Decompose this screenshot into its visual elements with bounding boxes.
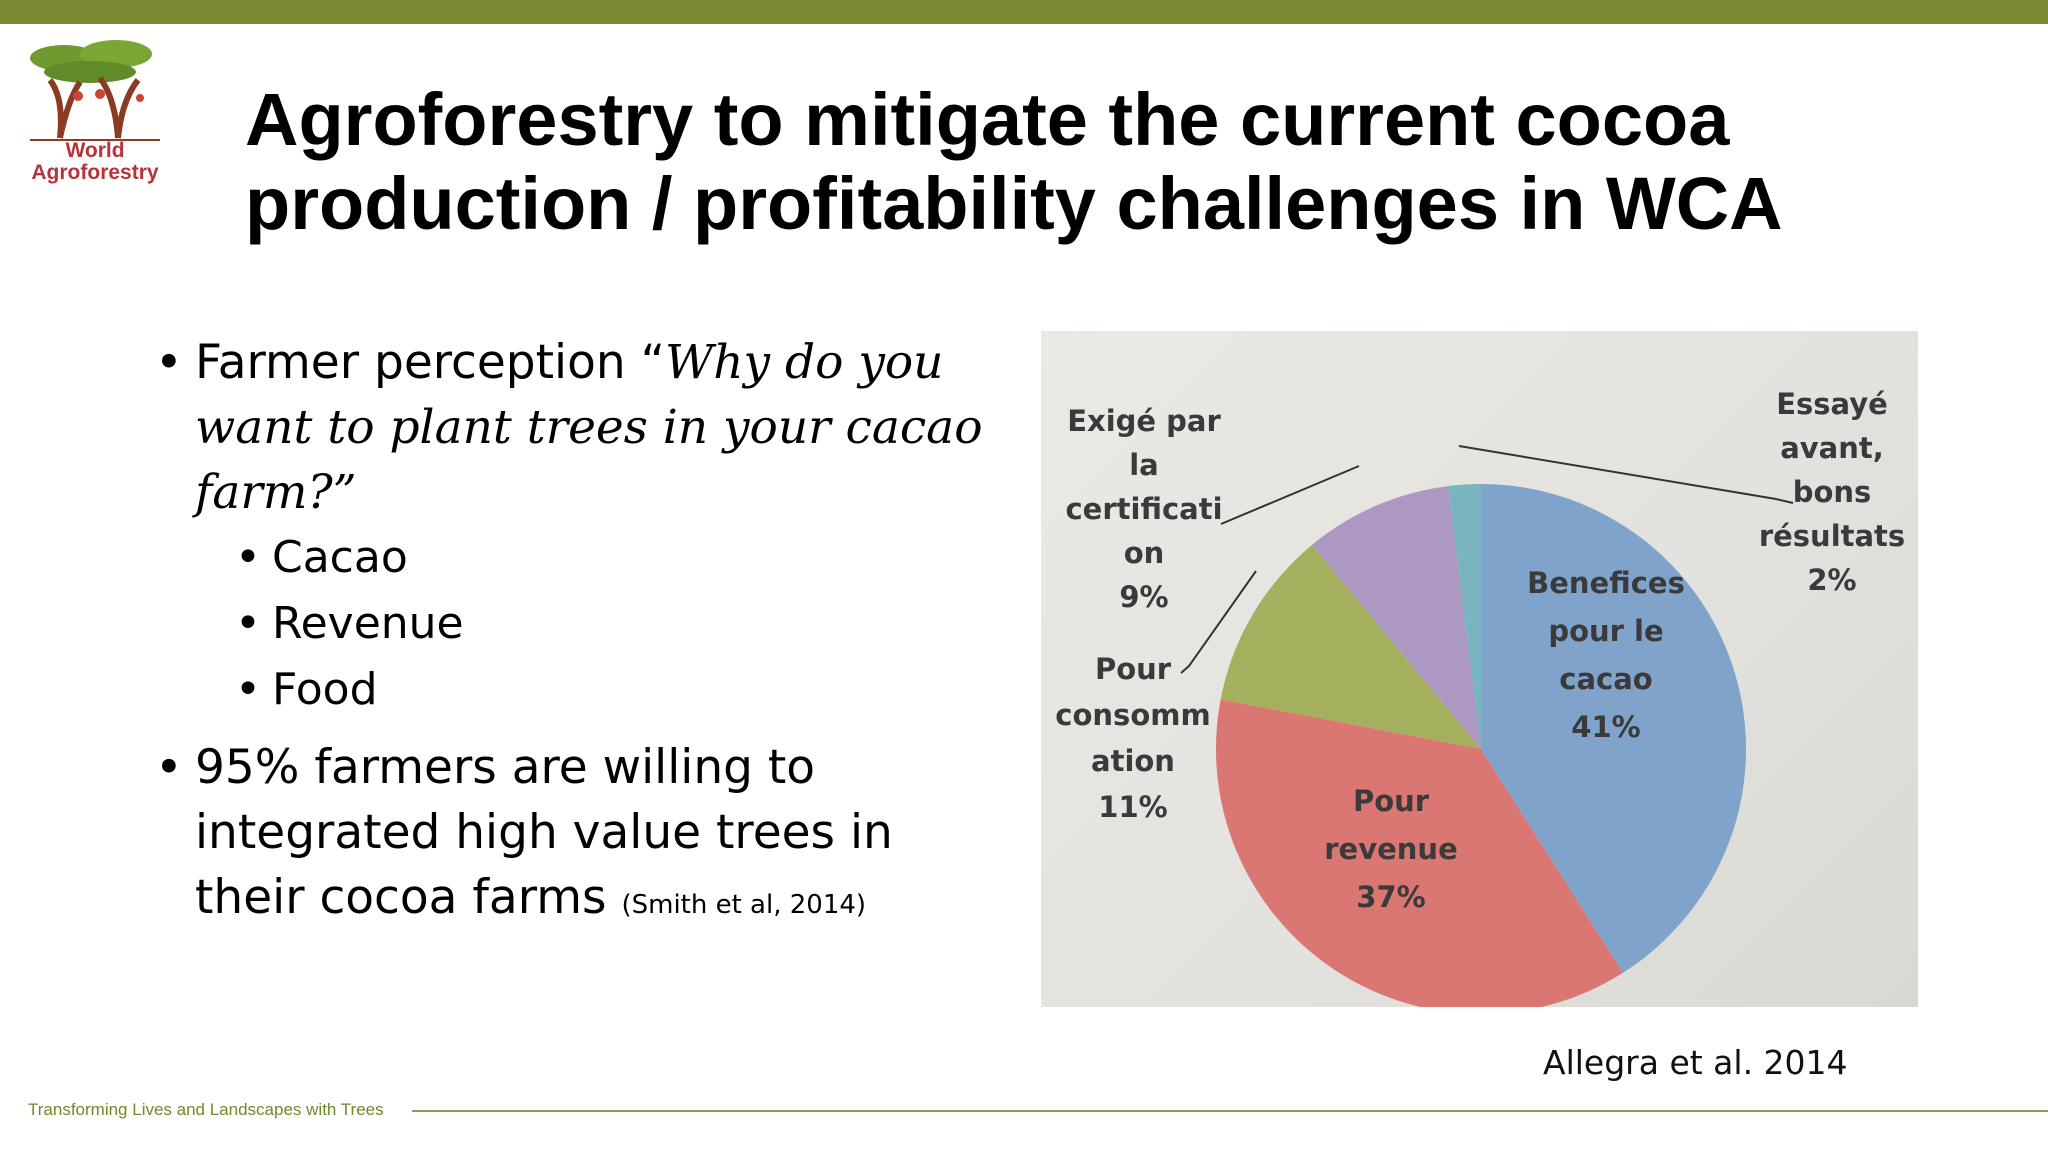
bullet-quote-end: ” (332, 465, 357, 520)
slice-label-2: Pour consomm ation 11% (1055, 652, 1210, 824)
bullet-dot: • (155, 335, 183, 390)
chart-source: Allegra et al. 2014 (1543, 1043, 1848, 1082)
slice-label-0: Benefices pour le cacao 41% (1527, 566, 1685, 744)
sub-bullet-cacao: • Cacao (235, 532, 408, 583)
top-accent-bar (0, 0, 2048, 24)
bullet-citation: (Smith et al, 2014) (621, 890, 867, 920)
pie-slice-1 (1216, 699, 1623, 1015)
slice-label-3: Exigé par la certificati on 9% (1065, 404, 1222, 614)
bullet-willing-text: 95% farmers are willing to integrated hi… (195, 740, 893, 925)
pie-slice-0 (1481, 484, 1746, 973)
sub-bullet-food: • Food (235, 664, 378, 715)
logo-text-agroforestry: Agroforestry (31, 161, 159, 184)
bullet-list: • Farmer perception “Why do you want to … (150, 330, 1010, 938)
bullet-quote: Why do you want to plant trees in your c… (195, 335, 983, 520)
footer-tagline: Transforming Lives and Landscapes with T… (28, 1100, 384, 1119)
world-agroforestry-logo: World Agroforestry (20, 38, 180, 188)
slice-label-1: Pour revenue 37% (1324, 784, 1458, 914)
title-line-1: Agroforestry to mitigate the current coc… (245, 78, 1730, 161)
bullet-farmer-perception: • Farmer perception “Why do you want to … (150, 330, 1010, 525)
sub-bullet-revenue: • Revenue (235, 598, 464, 649)
bullet-willing-farmers: • 95% farmers are willing to integrated … (155, 740, 893, 925)
tree-logo-icon (30, 40, 160, 141)
logo-text-world: World (65, 139, 125, 162)
pie-slice-3 (1312, 486, 1481, 749)
leader-line-3 (1220, 465, 1360, 525)
pie-chart: Benefices pour le cacao 41% Pour revenue 37% Po… (1055, 387, 1905, 1015)
slice-label-4: Essayé avant, bons résultats 2% (1759, 387, 1905, 597)
pie-slice-4 (1447, 484, 1481, 749)
leader-line-4 (1458, 445, 1794, 504)
slide-title: Agroforestry to mitigate the current coc… (245, 78, 1925, 246)
bullet-lead-text: Farmer perception “ (195, 335, 665, 390)
footer-divider (412, 1110, 2048, 1112)
pie-chart-photo: Benefices pour le cacao 41% Pour revenue 37% Po… (1041, 331, 1918, 1015)
title-line-2: production / profitability challenges in… (245, 162, 1783, 245)
leader-line-2 (1180, 570, 1257, 674)
pie-slice-2 (1220, 544, 1481, 749)
